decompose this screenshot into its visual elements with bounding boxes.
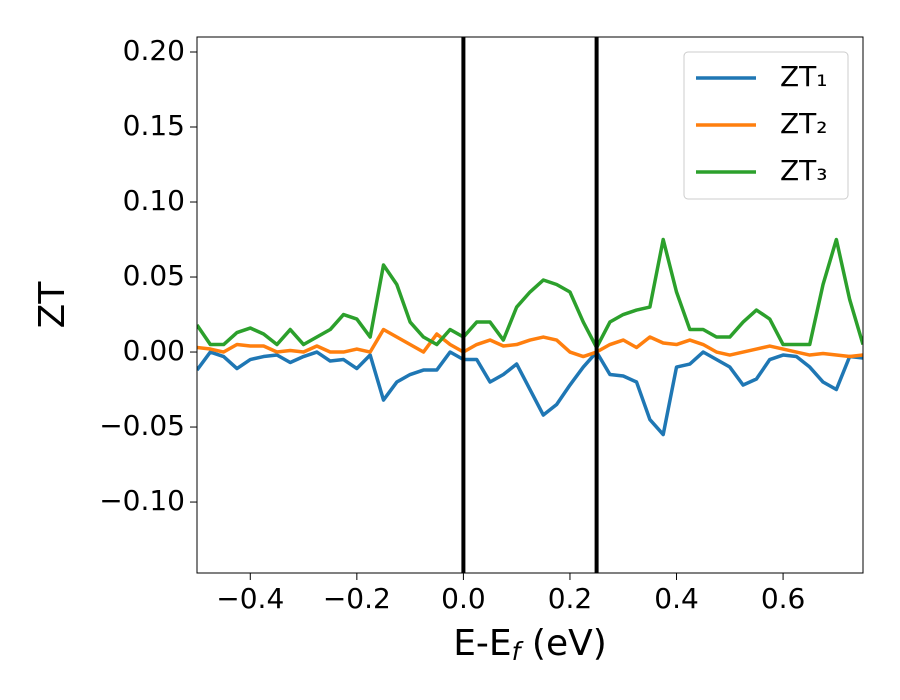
y-tick-label: 0.15 bbox=[123, 109, 185, 142]
series-line bbox=[197, 327, 863, 359]
y-tick-label: −0.05 bbox=[99, 409, 185, 442]
x-label-unit: (eV) bbox=[520, 623, 606, 664]
y-tick-label: 0.05 bbox=[123, 259, 185, 292]
y-axis-label: ZT bbox=[32, 281, 73, 329]
y-tick-label: 0.10 bbox=[123, 184, 185, 217]
y-tick-label: 0.20 bbox=[123, 34, 185, 67]
y-tick-label: 0.00 bbox=[123, 334, 185, 367]
legend-box bbox=[683, 51, 849, 200]
plot-area bbox=[197, 37, 863, 573]
series-line bbox=[197, 350, 863, 437]
x-tick-label: 0.2 bbox=[548, 582, 593, 615]
x-tick-label: 0.4 bbox=[654, 582, 699, 615]
x-axis-label: E-Ef (eV) bbox=[453, 623, 607, 666]
x-tick-label: 0.0 bbox=[441, 582, 486, 615]
series-line bbox=[197, 237, 863, 350]
x-label-main: E-E bbox=[453, 623, 511, 664]
x-tick-label: −0.2 bbox=[323, 582, 391, 615]
legend-label: ZT₂ bbox=[780, 107, 828, 140]
x-tick-label: −0.4 bbox=[216, 582, 284, 615]
x-tick-label: 0.6 bbox=[761, 582, 806, 615]
y-tick-label: −0.10 bbox=[99, 484, 185, 517]
plot-frame bbox=[196, 36, 864, 574]
legend-label: ZT₁ bbox=[780, 60, 828, 93]
legend-label: ZT₃ bbox=[780, 154, 828, 187]
